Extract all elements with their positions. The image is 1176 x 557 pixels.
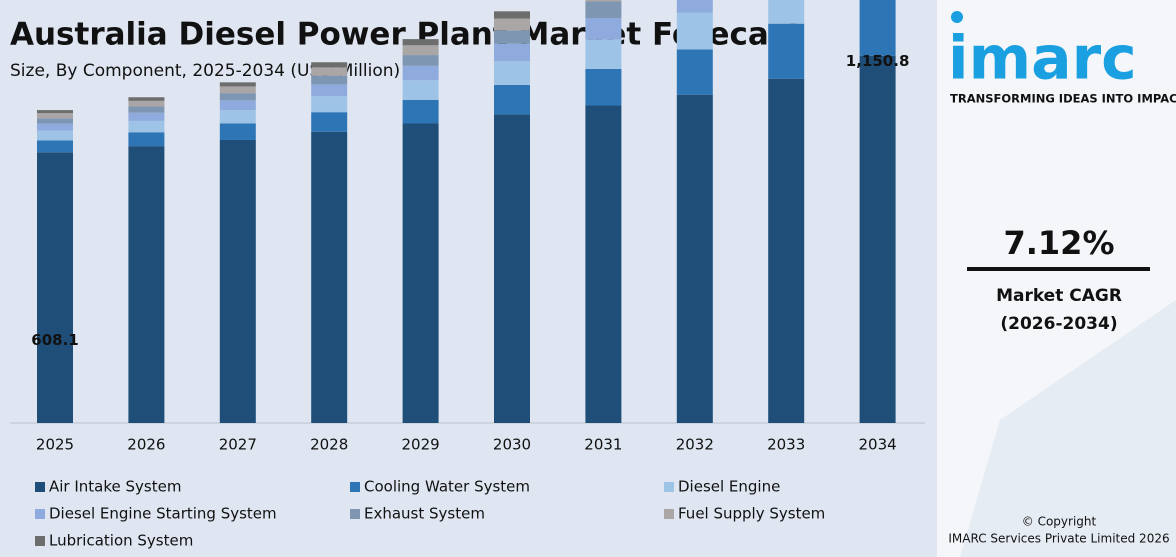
bar-segment xyxy=(585,68,622,106)
bar-segment xyxy=(128,100,165,107)
bar-segment xyxy=(768,78,805,424)
total-label: 1,150.8 xyxy=(846,52,910,70)
bar-segment xyxy=(219,86,256,94)
tagline: TRANSFORMING IDEAS INTO IMPACT xyxy=(950,92,1176,106)
bar-segment xyxy=(311,131,348,423)
logo: imarc xyxy=(948,24,1137,94)
legend-label: Cooling Water System xyxy=(364,478,530,496)
bar-segment xyxy=(768,0,805,24)
bar-segment xyxy=(311,112,348,132)
bar-segment xyxy=(128,120,165,133)
cagr-value: 7.12% xyxy=(1003,224,1114,262)
cagr-label: Market CAGR xyxy=(996,286,1122,306)
cagr-rule xyxy=(967,267,1150,271)
x-tick-label: 2034 xyxy=(859,436,897,454)
bar-segment xyxy=(859,0,896,56)
x-tick-label: 2026 xyxy=(127,436,165,454)
legend-swatch xyxy=(35,482,45,492)
bar-segment xyxy=(585,39,622,69)
legend-label: Diesel Engine xyxy=(678,478,780,496)
x-tick-label: 2029 xyxy=(402,436,440,454)
bar-segment xyxy=(128,97,165,101)
bar-segment xyxy=(402,99,439,124)
bar-segment xyxy=(219,110,256,124)
bar-segment xyxy=(402,80,439,100)
bar-segment xyxy=(311,62,348,68)
bar-segment xyxy=(37,113,73,119)
bar-segment xyxy=(585,0,622,2)
legend-label: Diesel Engine Starting System xyxy=(49,505,277,523)
bar-segment xyxy=(859,55,896,424)
legend-swatch xyxy=(664,482,674,492)
x-tick-label: 2025 xyxy=(36,436,74,454)
bar-segment xyxy=(219,100,256,111)
legend-swatch xyxy=(664,509,674,519)
bar-segment xyxy=(494,30,530,44)
x-tick-label: 2032 xyxy=(676,436,714,454)
bar-segment xyxy=(128,106,165,113)
bar-segment xyxy=(402,55,439,66)
total-label: 608.1 xyxy=(31,331,78,349)
bar-segment xyxy=(219,139,256,423)
bar-segment xyxy=(402,45,439,56)
bar-segment xyxy=(494,11,530,19)
cagr-period: (2026-2034) xyxy=(1000,314,1117,334)
bar-segment xyxy=(676,0,713,13)
bar-segment xyxy=(311,75,348,85)
logo-dot xyxy=(951,11,963,23)
legend-swatch xyxy=(350,482,360,492)
x-tick-label: 2031 xyxy=(584,436,622,454)
bar-segment xyxy=(37,118,73,124)
x-tick-label: 2033 xyxy=(767,436,805,454)
legend-label: Air Intake System xyxy=(49,478,181,496)
bar-segment xyxy=(37,140,73,153)
bar-segment xyxy=(219,82,256,87)
legend-swatch xyxy=(35,536,45,546)
bar-segment xyxy=(311,67,348,76)
company: IMARC Services Private Limited 2026 xyxy=(948,532,1169,546)
bar-segment xyxy=(37,130,73,141)
bar-segment xyxy=(402,65,439,81)
bar-segment xyxy=(494,84,530,115)
legend-label: Exhaust System xyxy=(364,505,485,523)
sidebar-decoration xyxy=(960,300,1176,557)
bar-segment xyxy=(585,1,622,19)
x-tick-label: 2028 xyxy=(310,436,348,454)
bar-segment xyxy=(128,146,165,423)
bar-segment xyxy=(676,12,713,50)
bar-segment xyxy=(128,112,165,121)
legend-swatch xyxy=(35,509,45,519)
bar-segment xyxy=(768,23,805,79)
x-tick-label: 2027 xyxy=(219,436,257,454)
bar-segment xyxy=(494,18,530,31)
bar-segment xyxy=(585,105,622,424)
bar-segment xyxy=(219,93,256,101)
bar-segment xyxy=(37,123,73,131)
bar-segment xyxy=(37,110,73,114)
bar-segment xyxy=(37,152,73,424)
bar-segment xyxy=(494,61,530,85)
bar-segment xyxy=(311,96,348,113)
bar-segment xyxy=(494,43,530,62)
bar-segment xyxy=(494,114,530,424)
legend-label: Lubrication System xyxy=(49,532,193,550)
bar-segment xyxy=(402,39,439,46)
bar-segment xyxy=(402,123,439,423)
chart-subtitle: Size, By Component, 2025-2034 (USD Milli… xyxy=(10,61,400,81)
copyright: © Copyright xyxy=(1022,515,1097,529)
bar-segment xyxy=(676,49,713,95)
bar-segment xyxy=(676,94,713,423)
bar-segment xyxy=(585,18,622,40)
legend-swatch xyxy=(350,509,360,519)
bar-segment xyxy=(311,84,348,97)
bar-segment xyxy=(219,123,256,140)
x-tick-label: 2030 xyxy=(493,436,531,454)
bar-segment xyxy=(128,132,165,147)
legend-label: Fuel Supply System xyxy=(678,505,825,523)
